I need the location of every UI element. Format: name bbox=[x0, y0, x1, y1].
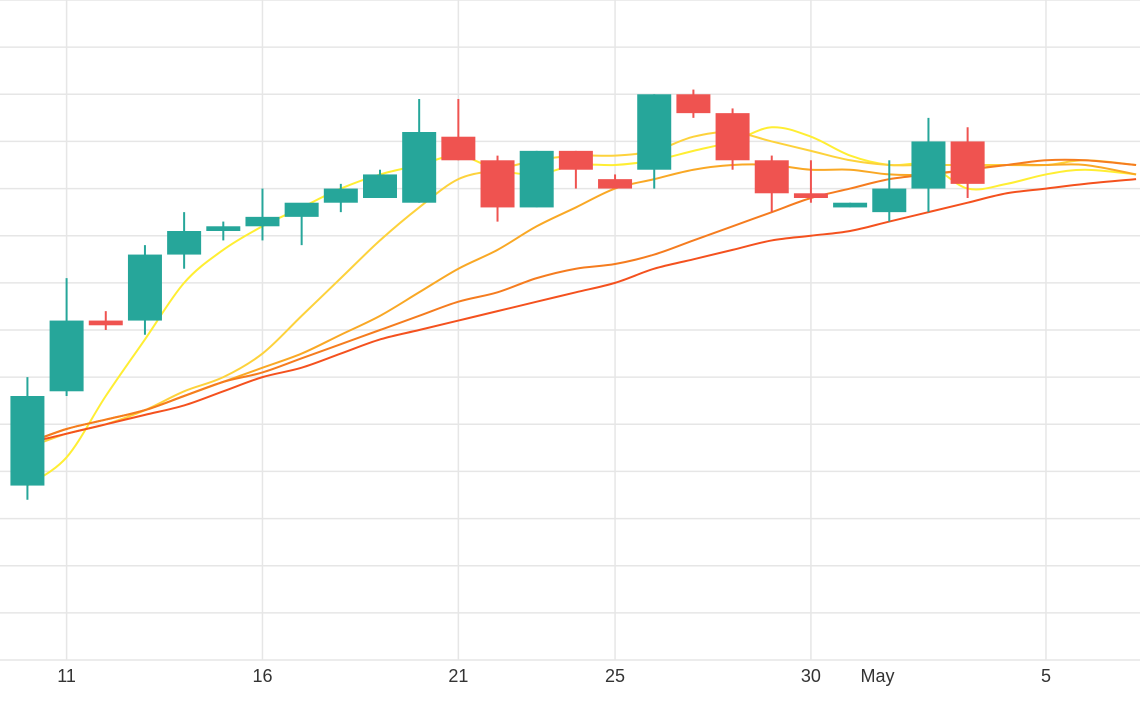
moving-average-line-5 bbox=[27, 178, 1137, 445]
candle-body bbox=[754, 160, 789, 194]
candle-down bbox=[676, 89, 711, 118]
x-tick-label: 5 bbox=[1041, 666, 1051, 686]
candle-body bbox=[49, 320, 84, 392]
x-axis-tick-labels: 11 16 21 25 30 May 5 bbox=[57, 666, 1051, 686]
candle-up bbox=[245, 188, 280, 241]
candle-up bbox=[911, 117, 946, 213]
candle-up bbox=[167, 212, 202, 269]
candle-body bbox=[519, 150, 554, 208]
candle-body bbox=[872, 188, 907, 213]
candle-body bbox=[167, 231, 202, 255]
candle-body bbox=[950, 141, 985, 184]
candle-body bbox=[10, 396, 45, 486]
x-tick-label: May bbox=[861, 666, 895, 686]
x-tick-label: 16 bbox=[252, 666, 272, 686]
candle-body bbox=[833, 202, 868, 208]
candle-up bbox=[872, 160, 907, 222]
candle-body bbox=[402, 132, 437, 203]
candle-body bbox=[598, 179, 633, 189]
candle-body bbox=[480, 160, 515, 208]
candle-up bbox=[49, 278, 84, 396]
candle-up bbox=[402, 99, 437, 203]
candle-down bbox=[715, 108, 750, 170]
candle-down bbox=[754, 155, 789, 213]
candles bbox=[10, 89, 985, 500]
candle-body bbox=[206, 226, 241, 231]
candle-body bbox=[323, 188, 358, 203]
candle-down bbox=[441, 99, 476, 161]
x-tick-label: 25 bbox=[605, 666, 625, 686]
candle-body bbox=[793, 193, 828, 198]
candle-up bbox=[284, 202, 319, 246]
candle-body bbox=[558, 150, 593, 170]
candle-body bbox=[284, 202, 319, 217]
candle-down bbox=[950, 127, 985, 198]
candle-up bbox=[127, 245, 162, 335]
candle-up bbox=[10, 377, 45, 500]
candle-up bbox=[363, 169, 397, 198]
grid-lines bbox=[0, 0, 1140, 661]
candle-body bbox=[715, 113, 750, 161]
candle-body bbox=[363, 174, 397, 198]
candle-body bbox=[245, 216, 280, 227]
candle-body bbox=[127, 254, 162, 321]
candle-down bbox=[88, 311, 123, 330]
candle-up bbox=[323, 183, 358, 213]
candle-body bbox=[441, 136, 476, 161]
x-tick-label: 21 bbox=[448, 666, 468, 686]
candle-down bbox=[480, 155, 515, 222]
candle-down bbox=[793, 160, 828, 203]
candle-down bbox=[558, 150, 593, 189]
candle-up bbox=[833, 202, 868, 208]
candle-body bbox=[637, 94, 672, 170]
candle-up bbox=[206, 221, 241, 241]
candle-body bbox=[88, 320, 123, 326]
candle-down bbox=[598, 174, 633, 189]
x-tick-label: 11 bbox=[57, 666, 76, 686]
candle-up bbox=[637, 94, 672, 189]
candle-body bbox=[676, 94, 711, 114]
x-tick-label: 30 bbox=[801, 666, 821, 686]
candle-body bbox=[911, 141, 946, 189]
candle-up bbox=[519, 150, 554, 208]
